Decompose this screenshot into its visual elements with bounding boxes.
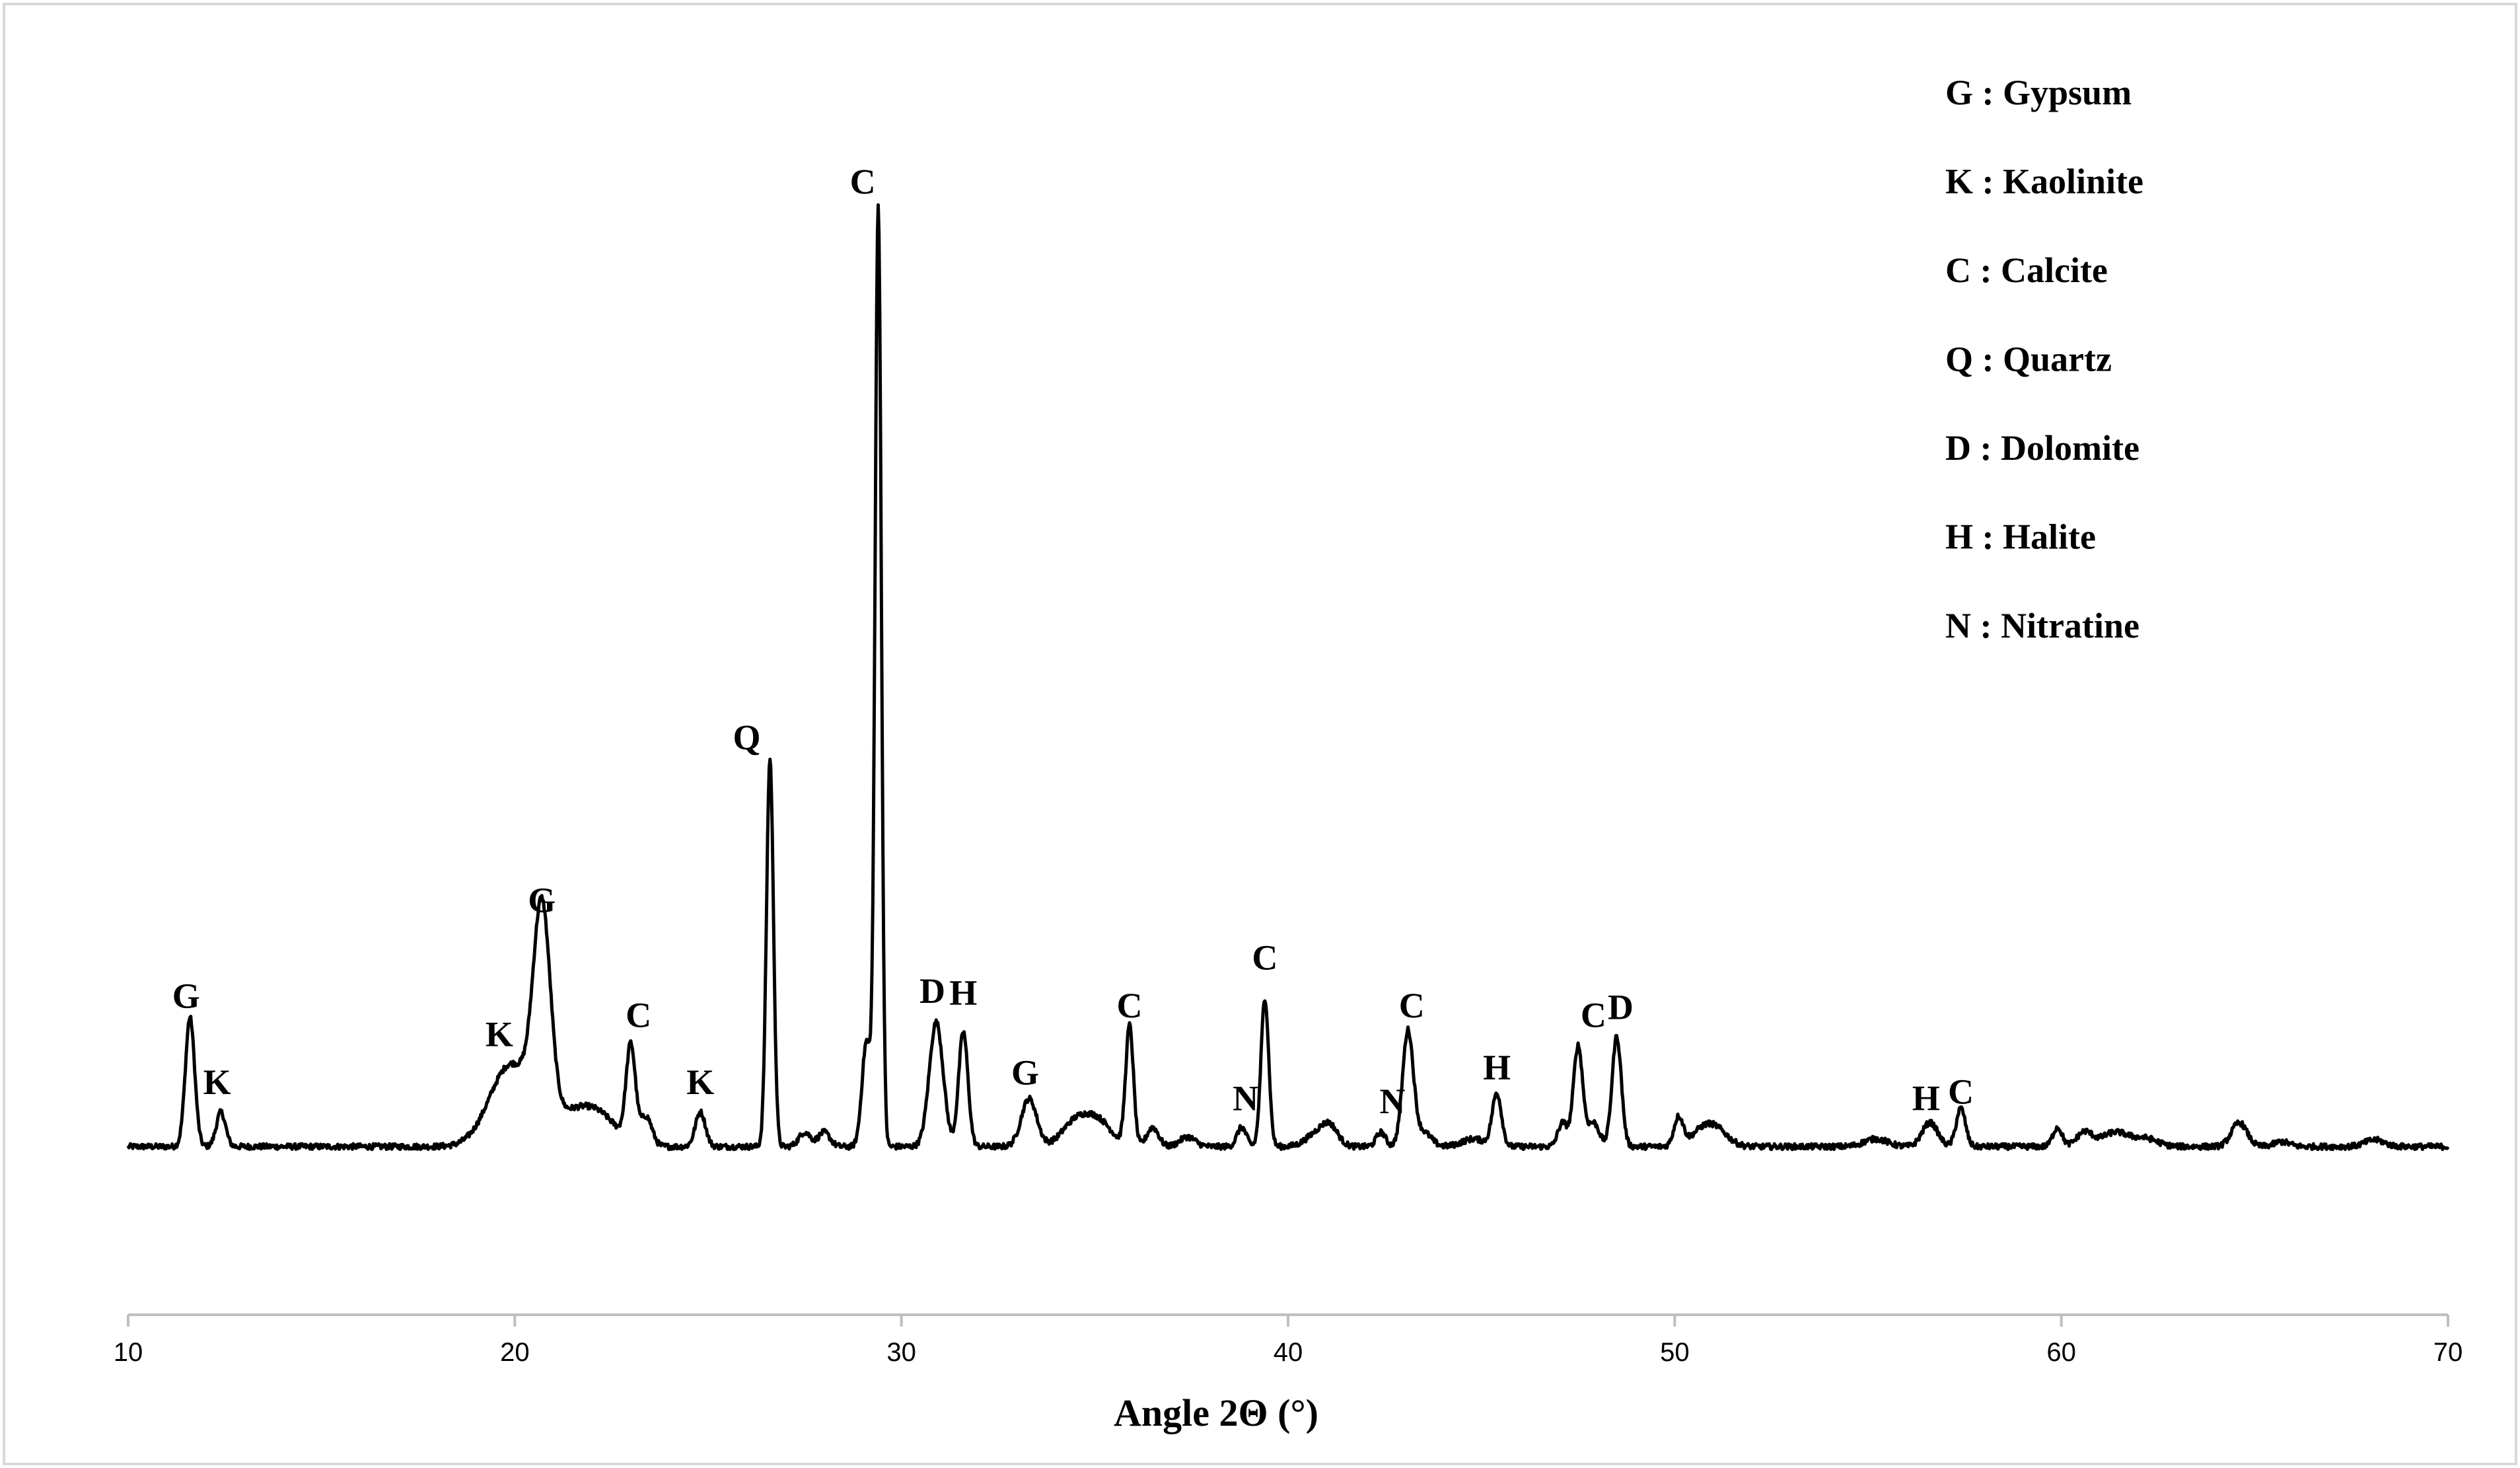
peak-label: N [1233, 1078, 1258, 1118]
peak-label: K [686, 1062, 714, 1102]
x-tick-label: 10 [114, 1338, 143, 1367]
legend: G : Gypsum K : Kaolinite C : Calcite Q : Qu… [1945, 73, 2143, 645]
peak-label: G [172, 976, 200, 1015]
peak-label: H [1912, 1078, 1940, 1118]
x-tick-label: 30 [886, 1338, 916, 1367]
x-axis: 10 20 30 40 50 60 70 [114, 1313, 2463, 1367]
x-tick-label: 60 [2046, 1338, 2076, 1367]
peak-label: C [1117, 986, 1143, 1025]
peak-label: C [1948, 1072, 1974, 1111]
peak-label: Q [733, 717, 761, 757]
x-axis-title: Angle 2Θ (°) [1114, 1391, 1318, 1434]
legend-entry: C : Calcite [1945, 250, 2108, 290]
legend-entry: K : Kaolinite [1945, 162, 2143, 202]
peak-label: G [528, 880, 556, 920]
peak-label: C [1252, 937, 1278, 977]
chart-border [3, 3, 2517, 1465]
peak-label: C [850, 162, 876, 202]
x-tick-label: 50 [1660, 1338, 1690, 1367]
peak-label: K [486, 1014, 513, 1054]
x-tick-label: 40 [1274, 1338, 1303, 1367]
peak-label: H [1483, 1048, 1511, 1087]
peak-label: K [203, 1062, 231, 1102]
legend-entry: N : Nitratine [1945, 606, 2140, 645]
peak-label: C [626, 995, 651, 1035]
peak-label: D [919, 971, 945, 1011]
peak-label: C [1581, 995, 1606, 1035]
legend-entry: D : Dolomite [1945, 428, 2140, 468]
x-tick-label: 70 [2433, 1338, 2463, 1367]
legend-entry: H : Halite [1945, 517, 2096, 557]
peak-label: H [949, 973, 977, 1013]
peak-label: G [1011, 1052, 1039, 1092]
legend-entry: Q : Quartz [1945, 340, 2112, 379]
peak-label: N [1380, 1082, 1406, 1121]
xrd-pattern-line [126, 203, 2450, 1152]
plot-area [126, 203, 2450, 1152]
legend-entry: G : Gypsum [1945, 73, 2132, 112]
x-tick-label: 20 [500, 1338, 530, 1367]
peak-label: C [1399, 986, 1425, 1025]
peak-label: D [1608, 988, 1634, 1027]
